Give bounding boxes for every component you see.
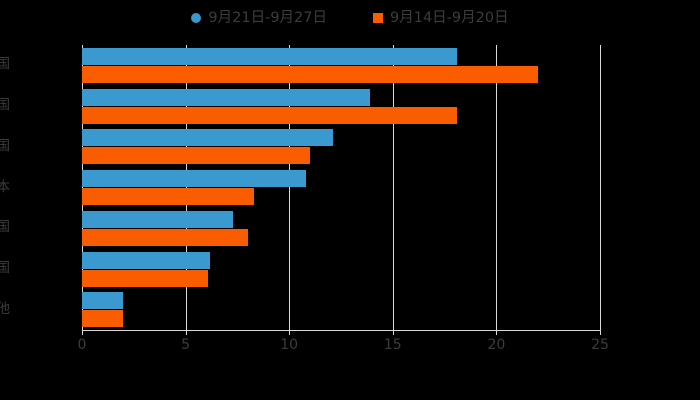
- gridline-0: [82, 45, 83, 330]
- tick-0: [82, 330, 83, 335]
- bar-band: [82, 45, 600, 86]
- x-tick-label-25: 25: [591, 337, 609, 353]
- bar-德国-series-1[interactable]: [82, 48, 458, 65]
- category-label-中国: 中国: [0, 259, 10, 276]
- legend-item-series-1[interactable]: 9月21日-9月27日: [191, 11, 327, 26]
- tick-20: [496, 330, 498, 335]
- category-label-韩国: 韩国: [0, 219, 10, 236]
- bar-band: [82, 167, 600, 208]
- bar-band: [82, 249, 600, 290]
- tick-25: [600, 330, 601, 335]
- bar-法国-series-1[interactable]: [82, 88, 370, 106]
- legend-dot-icon: [191, 13, 202, 23]
- tick-15: [392, 330, 394, 335]
- bar-其他-series-2[interactable]: [82, 310, 124, 328]
- bar-band: [82, 289, 600, 330]
- legend-item-series-2[interactable]: 9月14日-9月20日: [373, 11, 509, 26]
- bar-日本-series-2[interactable]: [82, 188, 254, 206]
- bar-美国-series-2[interactable]: [82, 147, 310, 165]
- tick-10: [289, 330, 291, 335]
- x-tick-label-15: 15: [383, 337, 402, 353]
- gridline-5: [185, 45, 187, 330]
- legend-label-series-2: 9月14日-9月20日: [390, 9, 509, 26]
- bar-中国-series-2[interactable]: [82, 269, 209, 287]
- legend-square-icon: [373, 13, 383, 23]
- bar-韩国-series-2[interactable]: [82, 228, 248, 246]
- bar-日本-series-1[interactable]: [82, 170, 306, 188]
- legend-label-series-1: 9月21日-9月27日: [208, 9, 327, 26]
- gridline-10: [289, 45, 291, 330]
- bar-band: [82, 126, 600, 167]
- bar-其他-series-1[interactable]: [82, 292, 124, 310]
- chart-legend: 9月21日-9月27日 9月14日-9月20日: [0, 6, 700, 30]
- bar-法国-series-2[interactable]: [82, 106, 458, 124]
- bar-德国-series-2[interactable]: [82, 66, 538, 83]
- category-label-美国: 美国: [0, 137, 10, 154]
- x-tick-label-0: 0: [77, 337, 87, 353]
- category-label-其他: 其他: [0, 300, 10, 317]
- bar-band: [82, 86, 600, 127]
- gridline-25: [600, 45, 601, 330]
- bar-韩国-series-1[interactable]: [82, 210, 234, 228]
- plot-area: [82, 45, 601, 330]
- gridline-20: [496, 45, 498, 330]
- category-label-日本: 日本: [0, 178, 10, 195]
- bar-band: [82, 208, 600, 249]
- tick-5: [185, 330, 187, 335]
- x-tick-label-20: 20: [487, 337, 506, 353]
- category-label-德国: 德国: [0, 56, 10, 73]
- bar-中国-series-1[interactable]: [82, 251, 211, 269]
- bar-美国-series-1[interactable]: [82, 129, 333, 147]
- x-tick-label-10: 10: [280, 337, 299, 353]
- x-axis-line: [82, 330, 601, 331]
- x-tick-label-5: 5: [181, 337, 191, 353]
- category-label-法国: 法国: [0, 97, 10, 114]
- gridline-15: [392, 45, 394, 330]
